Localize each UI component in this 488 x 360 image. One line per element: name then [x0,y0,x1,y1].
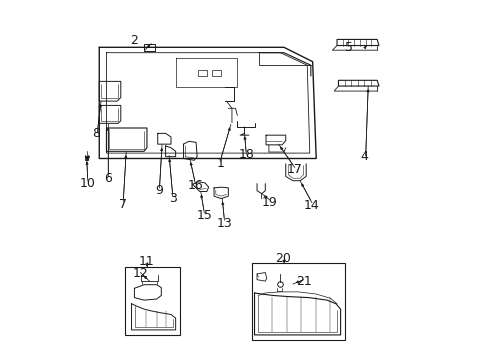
Text: 19: 19 [261,196,277,209]
Bar [212,69,221,76]
Bar [198,69,206,76]
Text: 5: 5 [345,41,352,54]
Text: 18: 18 [238,148,254,161]
Text: 9: 9 [155,184,163,197]
Text: 21: 21 [295,275,311,288]
Bar [144,44,155,51]
Text: 10: 10 [80,177,96,190]
Text: 7: 7 [119,198,127,211]
Bar [125,267,180,335]
Text: 17: 17 [286,163,302,176]
Text: 15: 15 [196,210,212,222]
Text: 12: 12 [132,267,148,280]
Text: 13: 13 [216,216,232,230]
Text: 11: 11 [139,255,155,268]
Text: 20: 20 [275,252,290,265]
Text: 8: 8 [91,127,100,140]
Bar [251,263,344,339]
Text: 4: 4 [360,150,368,163]
Text: 16: 16 [187,179,203,192]
Text: 2: 2 [130,34,138,48]
Text: 14: 14 [304,199,319,212]
Text: 6: 6 [104,172,112,185]
Text: 1: 1 [216,157,224,170]
Text: 3: 3 [168,192,176,205]
